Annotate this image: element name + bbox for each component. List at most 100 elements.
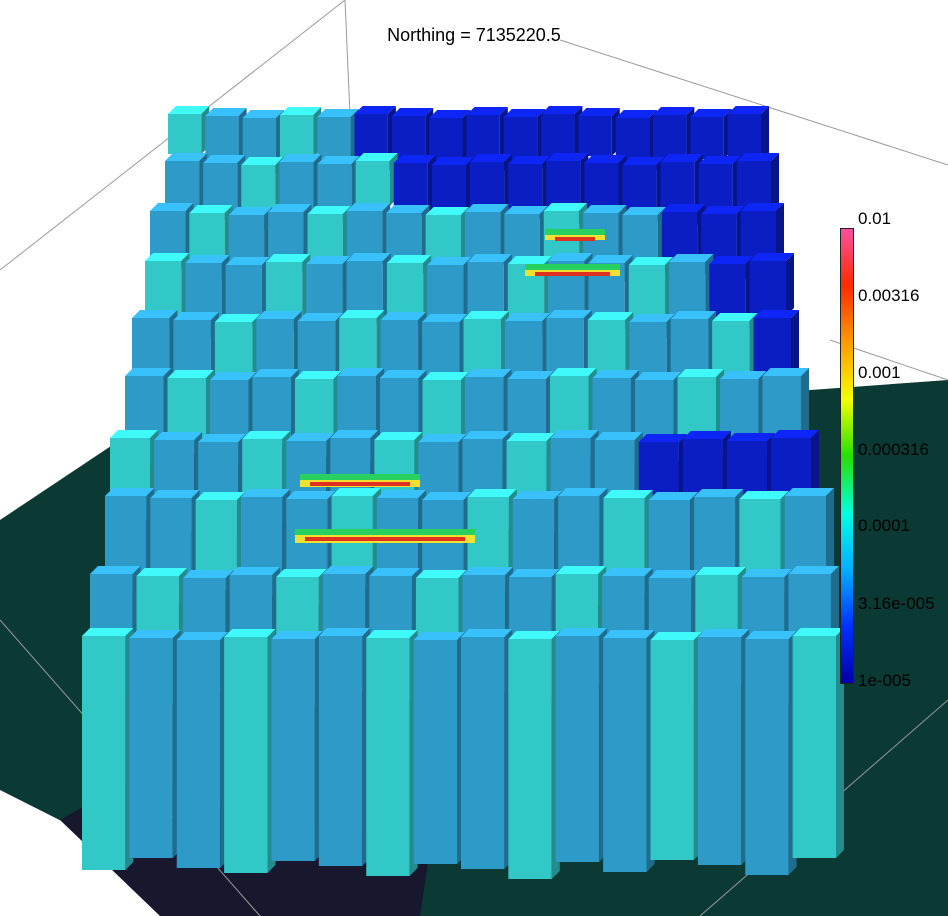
block-top xyxy=(224,629,276,637)
block-top xyxy=(415,570,467,578)
block-top xyxy=(587,312,634,320)
block-top xyxy=(393,155,436,163)
block-top xyxy=(509,569,560,577)
colorbar-tick-0: 0.01 xyxy=(858,209,892,228)
block-front xyxy=(694,497,736,587)
block-top xyxy=(622,207,666,215)
block-top xyxy=(503,109,546,117)
block-front xyxy=(195,500,237,590)
block-top xyxy=(386,205,430,213)
block-top xyxy=(650,632,702,640)
block-front xyxy=(205,116,239,164)
block-front xyxy=(422,322,460,388)
block-top xyxy=(429,110,471,118)
block-top xyxy=(346,253,391,261)
block-top xyxy=(422,492,472,500)
colorbar-tick-4: 0.0001 xyxy=(858,516,910,535)
block-front xyxy=(578,116,612,156)
block-front xyxy=(508,639,552,879)
block-front xyxy=(690,117,724,159)
block-top xyxy=(242,110,284,118)
block-front xyxy=(792,636,836,858)
block-front xyxy=(603,638,647,872)
block-top xyxy=(369,568,420,576)
block-top xyxy=(225,257,270,265)
block-top xyxy=(431,157,474,165)
block-front xyxy=(555,636,600,862)
block-top xyxy=(548,253,593,261)
block-top xyxy=(105,488,155,496)
block-front xyxy=(224,637,268,873)
block-top xyxy=(268,204,312,212)
block-top xyxy=(110,430,159,438)
block-top xyxy=(770,430,819,438)
colorbar-tick-2: 0.001 xyxy=(858,363,901,382)
block-top xyxy=(173,312,219,320)
block-top xyxy=(466,107,508,115)
block-front xyxy=(165,161,200,210)
block-top xyxy=(784,488,834,496)
block-top xyxy=(252,369,299,377)
block-top xyxy=(183,570,234,578)
block-top xyxy=(550,368,597,376)
block-top xyxy=(736,153,779,161)
block-front xyxy=(252,377,291,447)
block-top xyxy=(660,154,703,162)
block-side xyxy=(791,310,799,382)
block-top xyxy=(125,368,172,376)
block-top xyxy=(154,432,203,440)
block-front xyxy=(470,162,505,209)
block-top xyxy=(739,491,789,499)
block-top xyxy=(286,433,335,441)
block-top xyxy=(242,431,291,439)
block-front xyxy=(504,321,543,381)
block-top xyxy=(470,154,513,162)
title-value: 7135220.5 xyxy=(475,25,561,45)
block-top xyxy=(241,157,284,165)
block-front xyxy=(503,117,538,163)
block-top xyxy=(205,108,247,116)
block-top xyxy=(422,372,469,380)
block-top xyxy=(583,205,627,213)
block-top xyxy=(176,632,229,640)
block-front xyxy=(346,211,383,265)
block-top xyxy=(132,310,178,318)
block-side xyxy=(761,106,769,164)
block-top xyxy=(508,156,551,164)
block-top xyxy=(256,311,302,319)
block-top xyxy=(578,108,620,116)
block-top xyxy=(129,630,181,638)
block-top xyxy=(592,370,639,378)
block-front xyxy=(391,116,426,160)
block-front xyxy=(650,640,694,860)
block-front xyxy=(173,320,211,382)
block-top xyxy=(150,203,194,211)
block-top xyxy=(355,153,398,161)
block-top xyxy=(615,110,658,118)
plot-title: Northing = 7135220.5 xyxy=(0,25,948,46)
block-top xyxy=(507,371,554,379)
block-front xyxy=(168,114,202,154)
block-front xyxy=(279,115,314,157)
block-top xyxy=(214,314,261,322)
block-top xyxy=(229,567,281,575)
block-front xyxy=(745,639,789,875)
block-top xyxy=(584,155,627,163)
block-front xyxy=(271,639,315,861)
block-top xyxy=(279,107,322,115)
block-front xyxy=(317,117,351,167)
block-side xyxy=(836,628,844,858)
hotspot-red xyxy=(535,272,610,276)
block-top xyxy=(307,206,351,214)
block-top xyxy=(136,568,188,576)
block-top xyxy=(504,206,548,214)
block-top xyxy=(467,254,512,262)
block-top xyxy=(698,156,741,164)
title-label: Northing = xyxy=(387,25,471,45)
block-front xyxy=(584,163,619,212)
block-top xyxy=(195,492,245,500)
block-top xyxy=(726,433,775,441)
block-top xyxy=(322,566,374,574)
block-top xyxy=(380,312,427,320)
